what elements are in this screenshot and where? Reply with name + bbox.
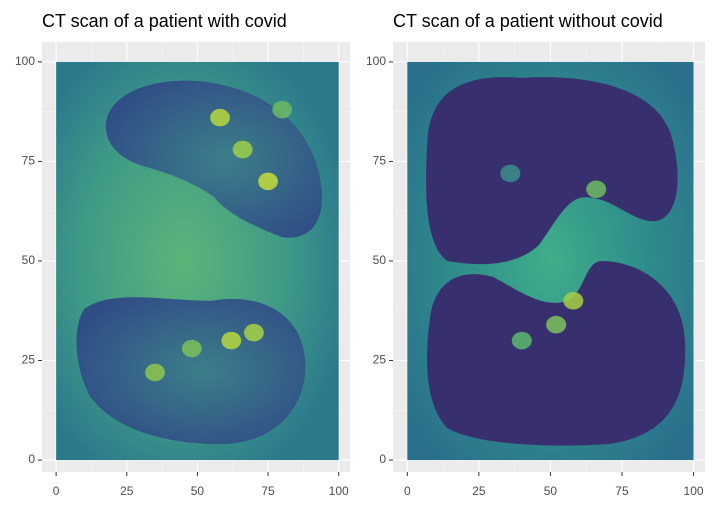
bright-region [511, 331, 532, 350]
x-tick-label: 50 [544, 484, 558, 498]
lung [427, 260, 686, 446]
lung [426, 77, 678, 265]
bright-region [546, 315, 567, 334]
x-tick-label: 25 [120, 484, 134, 498]
x-tick-label: 75 [261, 484, 275, 498]
y-tick-label: 0 [28, 452, 35, 466]
bright-region [181, 339, 202, 358]
bright-region [210, 108, 230, 127]
y-tick-label: 100 [366, 54, 386, 68]
y-tick-label: 100 [15, 54, 35, 68]
x-tick-label: 0 [404, 484, 411, 498]
y-tick-label: 25 [373, 353, 387, 367]
y-tick-label: 50 [373, 253, 387, 267]
y-tick-label: 75 [373, 154, 387, 168]
bright-region [244, 323, 264, 342]
bright-region [563, 292, 584, 310]
y-tick-label: 50 [22, 253, 36, 267]
lung [105, 80, 323, 238]
chart-title: CT scan of a patient without covid [393, 11, 663, 31]
bright-region [145, 363, 165, 382]
bright-region [500, 164, 521, 183]
ct-image [407, 61, 694, 461]
bright-region [272, 100, 293, 119]
chart-title: CT scan of a patient with covid [42, 11, 287, 31]
bright-region [258, 172, 278, 191]
x-tick-label: 50 [191, 484, 205, 498]
y-tick-label: 25 [22, 353, 36, 367]
bright-region [232, 140, 253, 159]
x-tick-label: 0 [53, 484, 60, 498]
x-tick-label: 25 [472, 484, 486, 498]
y-tick-label: 0 [379, 452, 386, 466]
x-tick-label: 75 [615, 484, 629, 498]
bright-region [586, 180, 607, 199]
ct-image [56, 61, 339, 461]
bright-region [221, 331, 242, 350]
y-tick-label: 75 [22, 154, 36, 168]
x-tick-label: 100 [684, 484, 704, 498]
x-tick-label: 100 [329, 484, 349, 498]
